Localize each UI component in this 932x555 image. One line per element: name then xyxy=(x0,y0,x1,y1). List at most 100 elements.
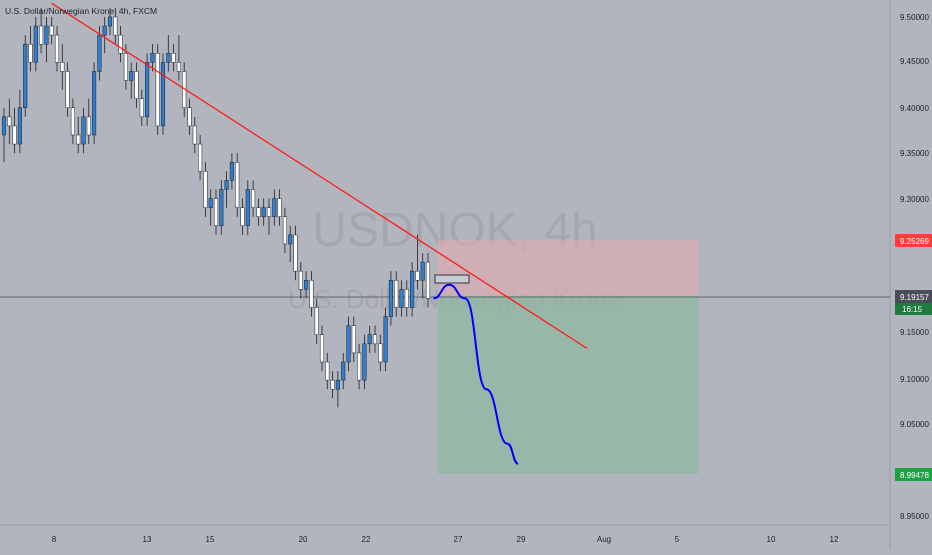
candle-body xyxy=(304,280,309,290)
candle xyxy=(187,98,192,135)
price-tick: 9.05000 xyxy=(900,420,929,429)
candle-body xyxy=(261,207,266,217)
time-tick: 8 xyxy=(52,535,57,544)
candle-body xyxy=(81,116,86,145)
candle xyxy=(378,334,383,372)
candles-layer xyxy=(1,7,431,408)
candle xyxy=(198,134,203,181)
candle xyxy=(129,62,134,99)
candle-body xyxy=(240,207,245,227)
candle xyxy=(388,271,393,326)
price-tick: 9.35000 xyxy=(900,149,929,158)
candle-body xyxy=(129,71,134,81)
price-tick: 8.95000 xyxy=(900,512,929,521)
candle xyxy=(113,7,118,45)
candle xyxy=(166,35,171,72)
candle-body xyxy=(251,189,256,208)
candle-body xyxy=(415,270,420,281)
candle xyxy=(150,44,155,72)
candle xyxy=(86,98,91,145)
candle-body xyxy=(65,71,70,108)
candle xyxy=(208,189,213,226)
candle-body xyxy=(351,325,356,354)
candle-body xyxy=(54,34,60,63)
candle xyxy=(304,271,309,299)
symbol-title[interactable]: U.S. Dollar/Norwegian Krone, 4h, FXCM xyxy=(5,6,157,16)
candle xyxy=(351,316,356,362)
stop-loss-zone[interactable] xyxy=(438,240,698,296)
candle-body xyxy=(394,280,399,308)
candle xyxy=(309,271,314,317)
candle-body xyxy=(378,343,383,363)
candle xyxy=(330,371,335,399)
candle xyxy=(107,7,113,36)
stop-price-badge xyxy=(895,234,932,247)
candle xyxy=(277,189,282,226)
candle xyxy=(245,180,250,235)
candle xyxy=(298,262,303,299)
candle-body xyxy=(187,107,192,127)
candle-body xyxy=(86,116,91,136)
candle xyxy=(383,307,388,372)
candle-body xyxy=(145,62,150,118)
time-tick: 27 xyxy=(454,535,463,544)
candle-body xyxy=(208,198,213,208)
candle xyxy=(192,116,197,154)
candle xyxy=(60,44,65,90)
candle xyxy=(219,180,224,235)
candle xyxy=(49,16,54,45)
candle-body xyxy=(282,216,287,245)
candle-body xyxy=(293,234,298,272)
price-tick: 9.50000 xyxy=(900,13,929,22)
candle-body xyxy=(150,53,155,63)
candle xyxy=(235,153,240,217)
candle-body xyxy=(39,25,44,45)
take-profit-zone[interactable] xyxy=(438,296,698,474)
candle-body xyxy=(341,361,346,381)
countdown-badge xyxy=(895,303,932,315)
candle-body xyxy=(388,280,393,317)
candle-body xyxy=(335,379,340,390)
candle-body xyxy=(160,62,166,127)
candle xyxy=(155,44,160,135)
candle xyxy=(425,253,431,308)
time-tick: 29 xyxy=(517,535,526,544)
candle-body xyxy=(192,125,197,145)
candle-body xyxy=(399,289,404,308)
candle xyxy=(28,26,33,72)
candle-body xyxy=(203,171,208,208)
candle xyxy=(288,225,293,263)
candle-body xyxy=(139,98,144,118)
time-tick: Aug xyxy=(597,535,611,544)
price-tick: 9.10000 xyxy=(900,375,929,384)
blue-projection-curve[interactable] xyxy=(433,283,519,465)
candle xyxy=(415,234,420,290)
candle-body xyxy=(176,62,181,72)
entry-marker-box[interactable] xyxy=(434,274,470,284)
candle-body xyxy=(362,343,367,381)
candle xyxy=(261,198,266,226)
red-trendline[interactable] xyxy=(51,2,588,349)
candle-body xyxy=(229,161,234,181)
candle xyxy=(229,153,234,190)
candle xyxy=(17,89,22,154)
time-tick: 5 xyxy=(675,535,680,544)
candle xyxy=(240,198,245,235)
candle-body xyxy=(309,280,314,308)
candle xyxy=(54,26,60,72)
candle-body xyxy=(33,25,38,63)
candle-body xyxy=(44,25,49,45)
candle-body xyxy=(49,25,54,36)
candle-body xyxy=(272,198,277,217)
candle-body xyxy=(60,62,65,72)
candle-body xyxy=(12,125,17,145)
stop-price-label: 9.25269 xyxy=(900,237,929,246)
candle-body xyxy=(330,379,335,390)
candle-body xyxy=(219,189,224,227)
time-axis: 8 13 15 20 22 27 29 Aug 5 10 12 xyxy=(52,535,839,544)
candle-body xyxy=(7,116,12,127)
candle xyxy=(160,53,166,135)
time-tick: 13 xyxy=(143,535,152,544)
